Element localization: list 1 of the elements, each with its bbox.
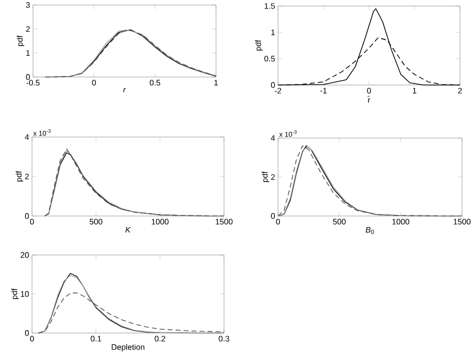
line-series <box>38 292 224 334</box>
